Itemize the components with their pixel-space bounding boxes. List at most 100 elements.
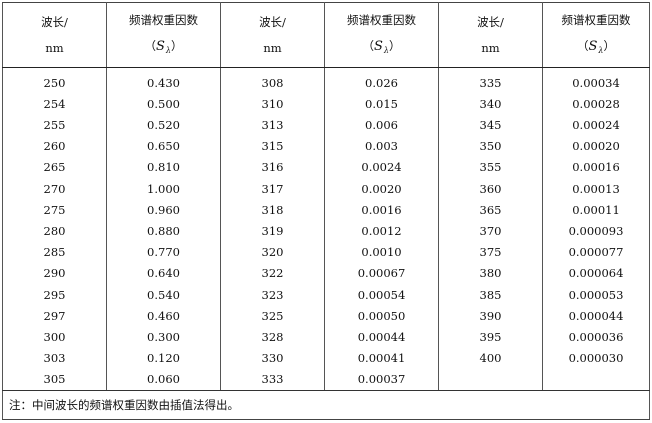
weight-factor-cell: 0.006: [324, 114, 439, 136]
header-wavelength-label: 波长/: [259, 15, 286, 29]
symbol-close-paren: ）: [603, 38, 615, 53]
header-weight-factor: 频谱权重因数 （Sλ）: [324, 2, 439, 68]
wavelength-cell: 323: [220, 283, 325, 306]
weight-factor-cell: 0.00054: [324, 283, 439, 306]
wavelength-cell: 335: [438, 67, 543, 94]
header-wavelength-label: 波长/: [41, 15, 68, 29]
table-row: 275 0.960 318 0.0016 365 0.00011: [2, 199, 650, 221]
header-weight-label: 频谱权重因数: [561, 12, 631, 27]
weight-factor-cell: 0.500: [106, 93, 221, 115]
header-wavelength: 波长/ nm: [438, 2, 543, 68]
wavelength-cell: 365: [438, 199, 543, 221]
weight-factor-cell: 0.460: [106, 305, 221, 327]
table-row: 250 0.430 308 0.026 335 0.00034: [2, 67, 650, 94]
wavelength-cell: 310: [220, 93, 325, 115]
wavelength-cell: 300: [2, 326, 107, 348]
wavelength-cell: 390: [438, 305, 543, 327]
weight-factor-cell: 0.300: [106, 326, 221, 348]
weight-factor-cell: 0.000053: [542, 283, 650, 306]
table-row: 303 0.120 330 0.00041 400 0.000030: [2, 347, 650, 369]
wavelength-cell: 315: [220, 135, 325, 157]
wavelength-cell: 280: [2, 220, 107, 242]
wavelength-cell: 320: [220, 241, 325, 263]
weight-factor-cell: 0.430: [106, 67, 221, 94]
wavelength-cell: 370: [438, 220, 543, 242]
weight-factor-cell: 0.0020: [324, 178, 439, 200]
symbol-lambda: λ: [598, 45, 604, 55]
weight-factor-cell: 0.000044: [542, 305, 650, 327]
weight-factor-cell: 0.0010: [324, 241, 439, 263]
wavelength-cell: 360: [438, 178, 543, 200]
header-weight-label: 频谱权重因数: [129, 12, 198, 27]
symbol-s: S: [374, 38, 383, 54]
weight-factor-cell: 0.00016: [542, 156, 650, 178]
weight-factor-cell: 0.0012: [324, 220, 439, 242]
header-weight-symbol: （Sλ）: [107, 33, 220, 64]
symbol-lambda: λ: [165, 45, 171, 55]
wavelength-cell: 375: [438, 241, 543, 263]
weight-factor-cell: 0.640: [106, 262, 221, 284]
header-wavelength-label: 波长/: [477, 15, 504, 29]
header-weight-label: 频谱权重因数: [347, 12, 416, 27]
table-note-row: 注：中间波长的频谱权重因数由插值法得出。: [2, 390, 650, 420]
weight-factor-cell: 0.520: [106, 114, 221, 136]
table-row: 297 0.460 325 0.00050 390 0.000044: [2, 305, 650, 327]
weight-factor-cell: 0.770: [106, 241, 221, 263]
wavelength-cell: 275: [2, 199, 107, 221]
symbol-open-paren: （: [362, 38, 375, 53]
weight-factor-cell: 0.120: [106, 347, 221, 369]
wavelength-cell: 303: [2, 347, 107, 369]
header-weight-factor: 频谱权重因数 （Sλ）: [106, 2, 221, 68]
weight-factor-cell: 0.015: [324, 93, 439, 115]
wavelength-cell: 265: [2, 156, 107, 178]
wavelength-cell: 305: [2, 368, 107, 391]
wavelength-cell: 318: [220, 199, 325, 221]
wavelength-cell: 317: [220, 178, 325, 200]
wavelength-cell: 333: [220, 368, 325, 391]
table-row: 300 0.300 328 0.00044 395 0.000036: [2, 326, 650, 348]
header-wavelength: 波长/ nm: [2, 2, 107, 68]
wavelength-cell: 255: [2, 114, 107, 136]
weight-factor-cell: 0.880: [106, 220, 221, 242]
wavelength-cell: 355: [438, 156, 543, 178]
weight-factor-cell: 0.000064: [542, 262, 650, 284]
symbol-close-paren: ）: [388, 38, 401, 53]
table-note: 注：中间波长的频谱权重因数由插值法得出。: [2, 390, 650, 420]
weight-factor-cell: 0.810: [106, 156, 221, 178]
weight-factor-cell: 0.026: [324, 67, 439, 94]
wavelength-cell: 319: [220, 220, 325, 242]
header-wavelength-unit: nm: [263, 41, 282, 55]
weight-factor-cell: 0.000036: [542, 326, 650, 348]
wavelength-cell: 340: [438, 93, 543, 115]
header-weight-symbol: （Sλ）: [543, 33, 649, 64]
weight-factor-cell: [542, 368, 650, 391]
wavelength-cell: 285: [2, 241, 107, 263]
header-wavelength: 波长/ nm: [220, 2, 325, 68]
wavelength-cell: 297: [2, 305, 107, 327]
symbol-s: S: [588, 38, 598, 54]
wavelength-cell: 325: [220, 305, 325, 327]
wavelength-cell: 290: [2, 262, 107, 284]
wavelength-cell: [438, 368, 543, 391]
header-weight-symbol: （Sλ）: [325, 33, 438, 64]
table-row: 280 0.880 319 0.0012 370 0.000093: [2, 220, 650, 242]
table-header-row: 波长/ nm 频谱权重因数 （Sλ） 波长/ nm 频谱权重因数 （Sλ） 波长…: [2, 2, 650, 68]
wavelength-cell: 328: [220, 326, 325, 348]
weight-factor-cell: 0.00013: [542, 178, 650, 200]
weight-factor-cell: 0.00024: [542, 114, 650, 136]
wavelength-cell: 308: [220, 67, 325, 94]
wavelength-cell: 385: [438, 283, 543, 306]
header-weight-factor: 频谱权重因数 （Sλ）: [542, 2, 650, 68]
weight-factor-cell: 0.00011: [542, 199, 650, 221]
symbol-lambda: λ: [383, 45, 389, 55]
wavelength-cell: 345: [438, 114, 543, 136]
table-row: 290 0.640 322 0.00067 380 0.000064: [2, 262, 650, 284]
weight-factor-cell: 0.00044: [324, 326, 439, 348]
table-row: 255 0.520 313 0.006 345 0.00024: [2, 114, 650, 136]
weight-factor-cell: 0.00028: [542, 93, 650, 115]
weight-factor-cell: 0.003: [324, 135, 439, 157]
wavelength-cell: 270: [2, 178, 107, 200]
weight-factor-cell: 0.00050: [324, 305, 439, 327]
wavelength-cell: 322: [220, 262, 325, 284]
